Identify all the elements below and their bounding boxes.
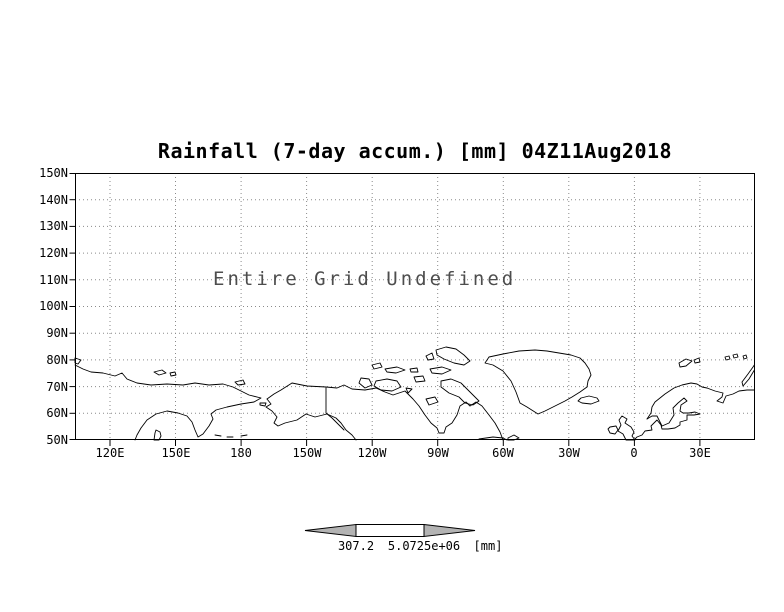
longitude-gridlines <box>109 173 701 440</box>
x-tick-180: 180 <box>230 446 252 460</box>
coastlines-map <box>74 346 755 441</box>
y-tick-110N: 110N <box>39 273 68 287</box>
colorbar-min-label: 307.2 <box>337 539 375 553</box>
y-tick-50N: 50N <box>46 433 68 447</box>
coast-arctic-islands <box>358 346 480 406</box>
colorbar-right-arrow-icon <box>423 523 476 538</box>
y-tick-90N: 90N <box>46 326 68 340</box>
coast-aleutians <box>214 434 248 438</box>
plot-frame <box>75 173 755 440</box>
x-tick-150E: 150E <box>161 446 191 460</box>
colorbar-box <box>355 524 425 537</box>
coast-british-isles <box>607 415 636 441</box>
x-tick-120E: 120E <box>95 446 125 460</box>
x-tick-30E: 30E <box>689 446 711 460</box>
colorbar-unit-label: [mm] <box>473 539 503 553</box>
x-tick-0: 0 <box>630 446 638 460</box>
x-tick-60W: 60W <box>492 446 514 460</box>
y-tick-130N: 130N <box>39 219 68 233</box>
coast-siberia <box>74 364 262 441</box>
colorbar <box>304 523 476 538</box>
y-tick-80N: 80N <box>46 353 68 367</box>
y-tick-60N: 60N <box>46 406 68 420</box>
plot-title: Rainfall (7-day accum.) [mm] 04Z11Aug201… <box>157 139 673 163</box>
border-alaska-canada <box>325 387 345 431</box>
coast-arctic-islands-east <box>678 353 755 387</box>
coast-iceland <box>577 395 600 405</box>
latitude-gridlines <box>75 199 754 414</box>
x-tick-30W: 30W <box>558 446 580 460</box>
y-tick-100N: 100N <box>39 299 68 313</box>
coast-north-america <box>266 382 504 441</box>
axis-ticks <box>69 173 701 446</box>
coast-baltic-europe <box>633 397 701 441</box>
y-tick-70N: 70N <box>46 380 68 394</box>
y-tick-150N: 150N <box>39 166 68 180</box>
x-tick-90W: 90W <box>427 446 449 460</box>
coast-small-islands-west <box>74 357 267 407</box>
coast-sakhalin <box>153 429 162 441</box>
y-tick-140N: 140N <box>39 193 68 207</box>
coast-alaska <box>265 398 357 441</box>
x-tick-150W: 150W <box>292 446 322 460</box>
coast-scandinavia <box>646 382 755 420</box>
map-plot-canvas <box>69 173 755 446</box>
y-tick-120N: 120N <box>39 246 68 260</box>
undefined-grid-message: Entire Grid Undefined <box>213 268 517 290</box>
colorbar-max-label: 5.0725e+06 <box>387 539 461 553</box>
x-tick-120W: 120W <box>357 446 387 460</box>
coast-greenland <box>484 349 592 415</box>
colorbar-left-arrow-icon <box>304 523 357 538</box>
